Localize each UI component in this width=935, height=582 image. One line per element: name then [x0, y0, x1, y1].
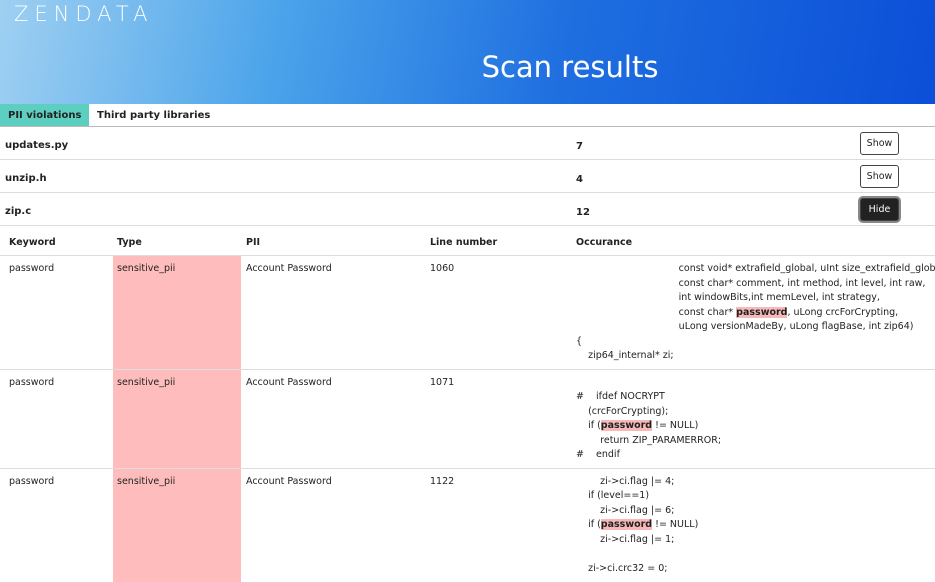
- file-row: updates.py 7 Show: [0, 127, 935, 160]
- code-snippet: zi->ci.flag |= 4; if (level==1) zi->ci.f…: [576, 475, 698, 577]
- code-line: const void* extrafield_global, uInt size…: [576, 262, 935, 277]
- code-line: zi->ci.crc32 = 0;: [576, 562, 698, 577]
- column-header: Keyword: [9, 237, 56, 248]
- code-snippet: const void* extrafield_global, uInt size…: [576, 262, 935, 364]
- code-text: , uLong crcForCrypting,: [787, 307, 898, 318]
- tab[interactable]: Third party libraries: [89, 104, 218, 126]
- code-text: int windowBits,int memLevel, int strateg…: [576, 292, 880, 303]
- keyword: password: [9, 377, 54, 388]
- code-text: return ZIP_PARAMERROR;: [576, 435, 721, 446]
- pii: Account Password: [246, 476, 332, 487]
- code-text: const void* extrafield_global, uInt size…: [576, 263, 935, 274]
- code-text: const char* comment, int method, int lev…: [576, 278, 925, 289]
- code-line: uLong versionMadeBy, uLong flagBase, int…: [576, 320, 935, 335]
- column-header: Type: [117, 237, 142, 248]
- file-row: zip.c 12 Hide: [0, 193, 935, 226]
- code-line: [576, 376, 721, 391]
- keyword: password: [9, 263, 54, 274]
- code-text: zi->ci.flag |= 1;: [576, 534, 674, 545]
- file-name: zip.c: [5, 206, 31, 217]
- pii: Account Password: [246, 377, 332, 388]
- code-line: {: [576, 335, 935, 350]
- type: sensitive_pii: [117, 476, 175, 487]
- page-title: Scan results: [420, 50, 720, 84]
- type: sensitive_pii: [117, 377, 175, 388]
- violation-count: 12: [576, 207, 590, 218]
- code-line: const char* comment, int method, int lev…: [576, 277, 935, 292]
- code-line: return ZIP_PARAMERROR;: [576, 434, 721, 449]
- code-line: int windowBits,int memLevel, int strateg…: [576, 291, 935, 306]
- code-text: (crcForCrypting);: [576, 406, 668, 417]
- code-line: if (password != NULL): [576, 518, 698, 533]
- violation-count: 7: [576, 141, 583, 152]
- keyword-match: password: [601, 420, 652, 431]
- file-name: updates.py: [5, 140, 68, 151]
- code-text: zi->ci.flag |= 6;: [576, 505, 674, 516]
- toggle-button[interactable]: Show: [860, 132, 899, 155]
- code-text: != NULL): [652, 519, 698, 530]
- code-line: [576, 547, 698, 562]
- code-line: zi->ci.flag |= 1;: [576, 533, 698, 548]
- keyword: password: [9, 476, 54, 487]
- violation-count: 4: [576, 174, 583, 185]
- toggle-button[interactable]: Show: [860, 165, 899, 188]
- code-text: zip64_internal* zi;: [576, 350, 674, 361]
- header: ZENDATA Scan results: [0, 0, 935, 104]
- column-header: PII: [246, 237, 260, 248]
- toggle-button[interactable]: Hide: [860, 198, 899, 221]
- pii: Account Password: [246, 263, 332, 274]
- code-line: zi->ci.flag |= 4;: [576, 475, 698, 490]
- code-line: if (level==1): [576, 489, 698, 504]
- keyword-match: password: [601, 519, 652, 530]
- code-text: if (: [576, 519, 601, 530]
- code-line: zi->ci.flag |= 6;: [576, 504, 698, 519]
- code-text: if (level==1): [576, 490, 649, 501]
- code-line: zip64_internal* zi;: [576, 349, 935, 364]
- table-row: password sensitive_pii Account Password 107…: [0, 369, 935, 469]
- table-header: Keyword Type PII Line number Occurance: [0, 226, 935, 254]
- line-number: 1071: [430, 377, 454, 388]
- code-line: if (password != NULL): [576, 419, 721, 434]
- file-name: unzip.h: [5, 173, 47, 184]
- code-text: # ifdef NOCRYPT: [576, 391, 665, 402]
- code-text: # endif: [576, 449, 620, 460]
- tab[interactable]: PII violations: [0, 104, 89, 126]
- code-text: zi->ci.flag |= 4;: [576, 476, 674, 487]
- line-number: 1122: [430, 476, 454, 487]
- code-text: != NULL): [652, 420, 698, 431]
- column-header: Occurance: [576, 237, 632, 248]
- code-line: # ifdef NOCRYPT: [576, 390, 721, 405]
- file-row: unzip.h 4 Show: [0, 160, 935, 193]
- code-line: # endif: [576, 448, 721, 463]
- keyword-match: password: [736, 307, 787, 318]
- type: sensitive_pii: [117, 263, 175, 274]
- code-text: uLong versionMadeBy, uLong flagBase, int…: [576, 321, 913, 332]
- code-snippet: # ifdef NOCRYPT (crcForCrypting); if (pa…: [576, 376, 721, 463]
- code-line: (crcForCrypting);: [576, 405, 721, 420]
- code-line: const char* password, uLong crcForCrypti…: [576, 306, 935, 321]
- code-text: zi->ci.crc32 = 0;: [576, 563, 667, 574]
- line-number: 1060: [430, 263, 454, 274]
- code-text: {: [576, 336, 582, 347]
- logo: ZENDATA: [14, 2, 153, 26]
- column-header: Line number: [430, 237, 497, 248]
- table-row: password sensitive_pii Account Password 106…: [0, 255, 935, 370]
- code-text: const char*: [576, 307, 736, 318]
- code-text: if (: [576, 420, 601, 431]
